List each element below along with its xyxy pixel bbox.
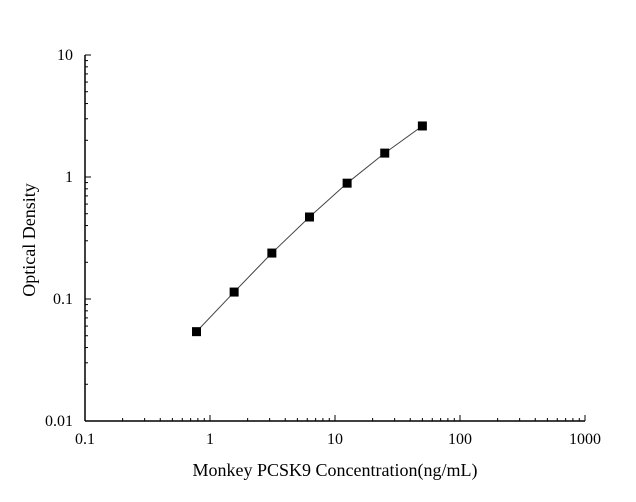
data-point [380, 148, 390, 158]
data-point [192, 327, 202, 337]
data-point [267, 248, 277, 258]
axes [84, 55, 585, 422]
data-point [342, 178, 352, 188]
y-axis-label: Optical Density [19, 183, 39, 296]
y-tick-label: 1 [65, 169, 73, 186]
data-point [417, 121, 427, 131]
series [192, 121, 427, 337]
y-tick-label: 0.01 [45, 413, 73, 430]
data-point [304, 212, 314, 222]
y-tick-label: 10 [57, 47, 73, 64]
data-point [229, 287, 239, 297]
x-tick-label: 100 [448, 431, 472, 448]
y-tick-label: 0.1 [53, 291, 73, 308]
x-tick-label: 1000 [569, 431, 601, 448]
x-tick-label: 1 [206, 431, 214, 448]
x-axis-label: Monkey PCSK9 Concentration(ng/mL) [193, 460, 478, 481]
x-tick-label: 10 [327, 431, 343, 448]
x-tick-label: 0.1 [75, 431, 95, 448]
